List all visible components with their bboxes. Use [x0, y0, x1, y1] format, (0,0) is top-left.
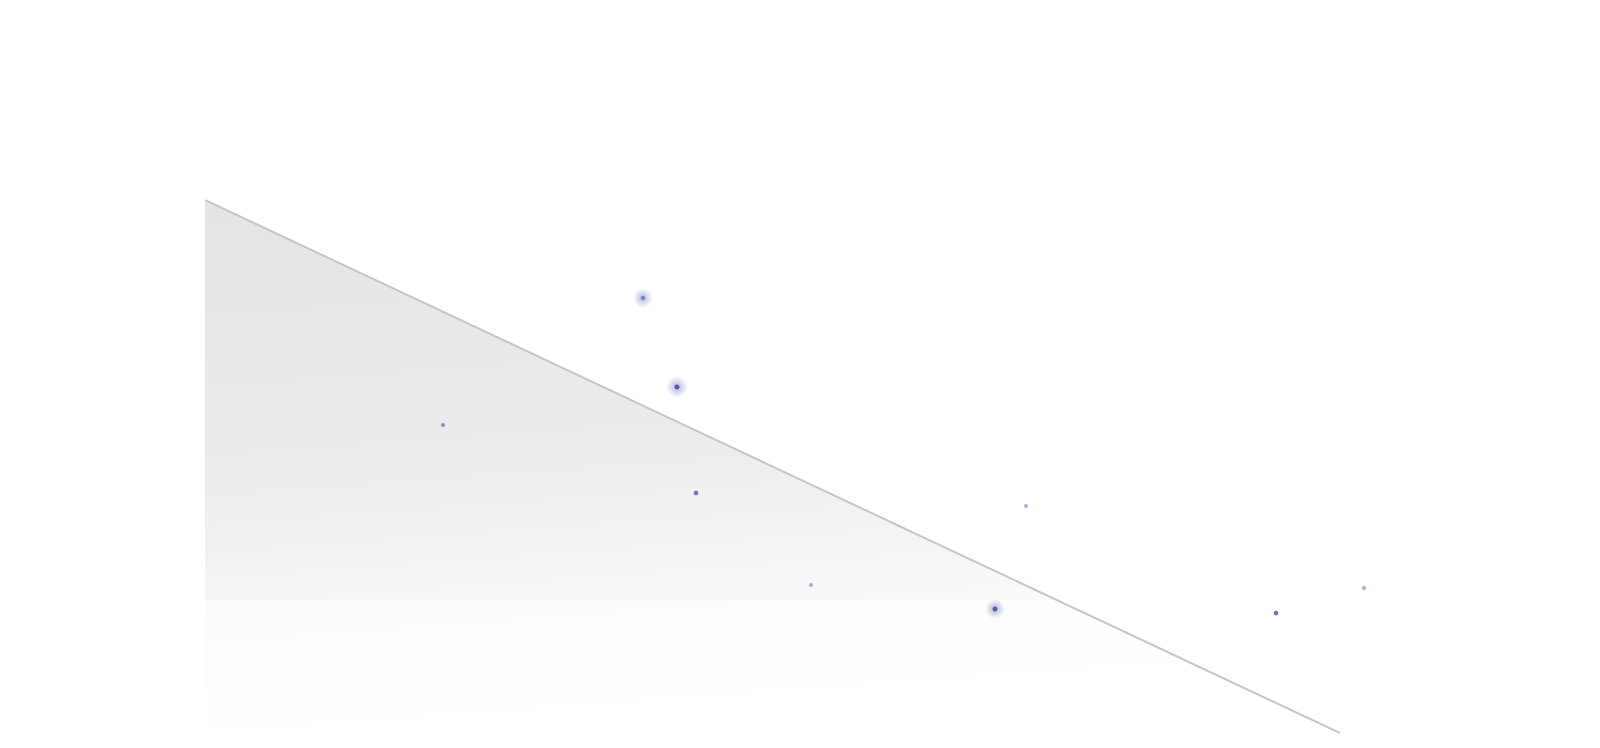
- meteor: [529, 413, 699, 496]
- meteor: [824, 529, 1005, 619]
- meteor: [654, 514, 813, 587]
- meteor: [1270, 544, 1366, 590]
- plane-fade: [205, 600, 1600, 748]
- meteor: [1099, 528, 1279, 616]
- meteor: [264, 119, 653, 308]
- meteors: [264, 119, 1366, 619]
- meteor: [934, 461, 1028, 508]
- meteor: [354, 384, 445, 427]
- plane-edge: [204, 199, 1341, 734]
- meteor: [284, 202, 688, 398]
